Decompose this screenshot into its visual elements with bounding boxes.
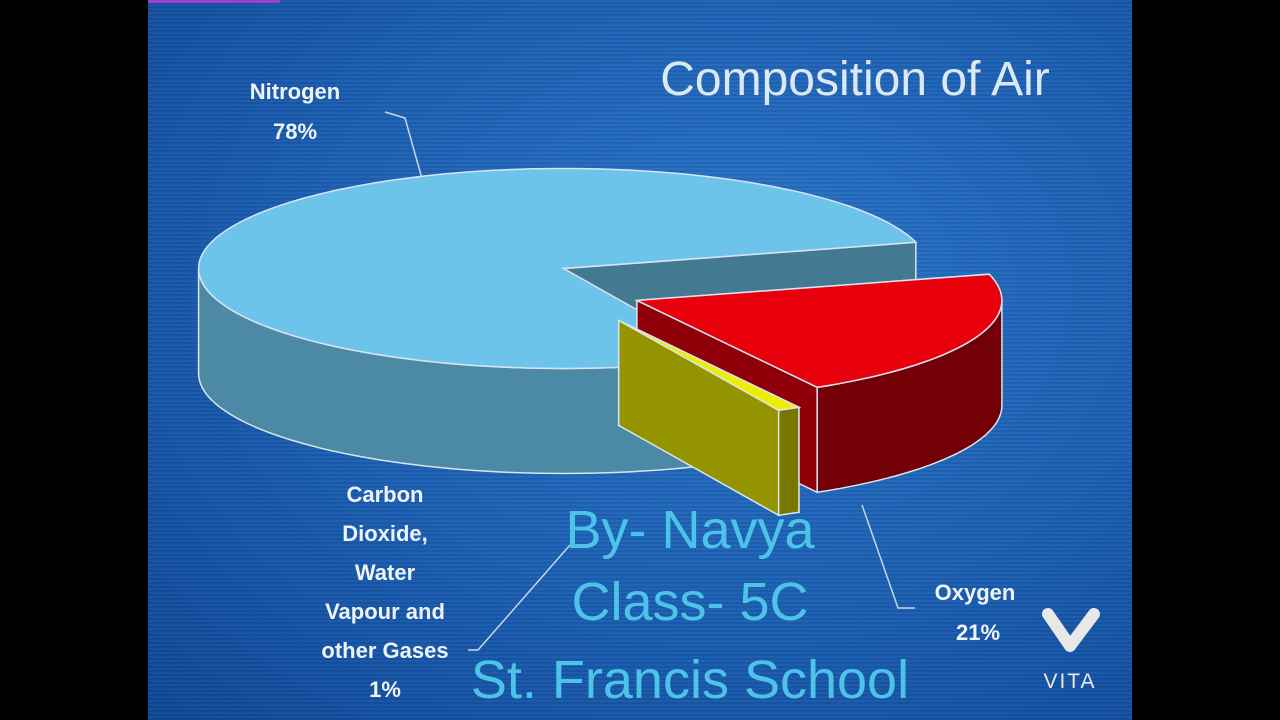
slice bbox=[197, 167, 918, 475]
slice-top bbox=[618, 319, 802, 412]
category-label: Carbon Dioxide, Water Vapour and other G… bbox=[321, 482, 449, 663]
overlay-text: St. Francis School bbox=[470, 650, 910, 710]
category-label: Oxygen bbox=[934, 580, 1016, 605]
leader-line bbox=[468, 544, 571, 651]
value-label: 78% bbox=[272, 119, 318, 144]
progress-bar bbox=[148, 0, 280, 3]
value-label: 1% bbox=[369, 677, 401, 702]
chart-title: Composition of Air bbox=[660, 53, 1050, 106]
overlay-text: By- Navya bbox=[565, 500, 815, 560]
slice-top bbox=[634, 273, 1003, 389]
watermark-logo bbox=[1042, 608, 1100, 652]
slice bbox=[617, 319, 802, 517]
overlay-text: Class- 5C bbox=[571, 572, 809, 632]
category-label: Nitrogen bbox=[249, 79, 341, 104]
slice-top bbox=[197, 167, 918, 370]
value-label: 21% bbox=[955, 620, 1001, 645]
leader-line bbox=[384, 111, 429, 201]
leader-line bbox=[861, 504, 915, 609]
watermark: VITA bbox=[1043, 670, 1097, 693]
